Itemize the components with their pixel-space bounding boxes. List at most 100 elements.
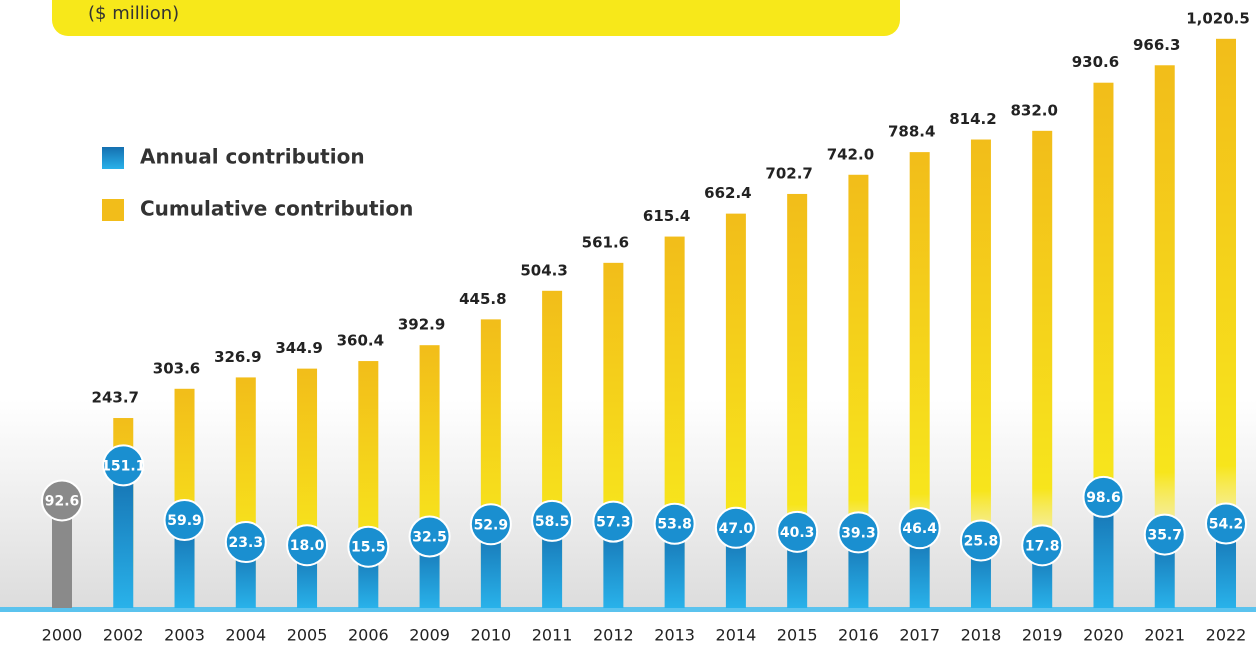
legend-swatch [102,199,124,221]
x-tick-label: 2004 [225,626,266,645]
x-tick-label: 2002 [103,626,144,645]
x-tick-label: 2016 [838,626,879,645]
annual-marker [1205,502,1247,545]
annual-marker [1143,513,1186,556]
cumulative-label: 702.7 [765,164,812,182]
annual-bar [52,500,72,608]
cumulative-label: 742.0 [827,145,874,163]
annual-bar [1093,496,1114,608]
annual-marker [286,524,329,567]
x-tick-label: 2019 [1022,626,1063,645]
baseline [0,607,1256,612]
x-tick-label: 2012 [593,626,634,645]
annual-marker [959,519,1002,562]
annual-marker [1021,524,1064,567]
annual-bar [603,521,624,608]
x-tick-label: 2005 [287,626,328,645]
annual-marker [898,507,941,550]
annual-bar [113,465,134,608]
cumulative-label: 445.8 [459,290,506,308]
cumulative-label: 344.9 [275,339,322,357]
annual-bar [480,524,501,608]
x-tick-label: 2020 [1083,626,1124,645]
annual-label: 57.3 [596,515,631,531]
annual-bar [174,520,195,608]
annual-marker [41,479,83,522]
annual-label: 52.9 [474,517,509,533]
cumulative-bar [787,193,808,608]
annual-label: 17.8 [1025,538,1060,554]
cumulative-label: 360.4 [337,332,384,350]
annual-label: 39.3 [841,525,876,541]
legend-swatch [102,147,124,169]
cumulative-bar [909,152,930,609]
x-tick-label: 2017 [899,626,940,645]
cumulative-bar [1154,65,1175,609]
x-tick-label: 2014 [716,626,757,645]
cumulative-label: 303.6 [153,359,200,377]
cumulative-label: 504.3 [520,261,567,279]
annual-marker [408,515,451,558]
annual-marker [653,502,696,545]
cumulative-label: 392.9 [398,316,445,334]
annual-marker [469,503,512,546]
annual-marker [102,444,145,487]
annual-marker [776,510,819,553]
x-tick-label: 2022 [1206,626,1247,645]
x-tick-label: 2000 [42,626,83,645]
annual-bar [1216,523,1236,608]
cumulative-label: 832.0 [1010,101,1057,119]
annual-bar [542,520,563,608]
cumulative-label: 1,020.5 [1186,9,1250,27]
cumulative-label: 243.7 [92,389,139,407]
annual-marker [592,500,635,543]
x-tick-label: 2003 [164,626,205,645]
subtitle: ($ million) [88,3,179,24]
legend-label: Cumulative contribution [140,197,413,221]
annual-label: 151.1 [101,458,145,474]
cumulative-bar [1216,38,1236,609]
annual-label: 32.5 [412,530,447,546]
cumulative-label: 966.3 [1133,36,1180,54]
annual-marker [1082,475,1125,518]
annual-bar [664,523,685,608]
annual-label: 18.0 [290,538,325,554]
cumulative-label: 814.2 [949,110,996,128]
legend-label: Annual contribution [140,145,365,169]
x-tick-label: 2009 [409,626,450,645]
annual-marker [714,506,757,549]
annual-label: 53.8 [657,517,692,533]
cumulative-label: 615.4 [643,207,690,225]
x-tick-label: 2021 [1144,626,1185,645]
cumulative-label: 326.9 [214,348,261,366]
cumulative-bar [970,139,991,608]
annual-label: 46.4 [902,521,937,537]
cumulative-label: 662.4 [704,184,751,202]
annual-label: 25.8 [964,534,999,550]
x-tick-label: 2018 [961,626,1002,645]
cumulative-label: 788.4 [888,123,935,141]
annual-label: 47.0 [719,521,754,537]
cumulative-label: 561.6 [582,233,629,251]
annual-marker [163,499,206,542]
cumulative-bar [1032,130,1053,608]
title-box [52,0,900,36]
annual-label: 92.6 [45,493,80,509]
annual-label: 58.5 [535,514,570,530]
x-tick-label: 2011 [532,626,573,645]
annual-label: 59.9 [167,513,202,529]
annual-label: 23.3 [229,535,264,551]
annual-label: 40.3 [780,525,815,541]
x-tick-label: 2015 [777,626,818,645]
annual-marker [224,521,267,564]
annual-label: 98.6 [1086,490,1121,506]
annual-label: 15.5 [351,540,386,556]
x-tick-label: 2013 [654,626,695,645]
annual-marker [837,511,880,554]
annual-label: 54.2 [1209,516,1244,532]
annual-marker [531,499,574,542]
annual-label: 35.7 [1147,528,1182,544]
annual-marker [347,525,390,568]
cumulative-bar [848,174,869,608]
